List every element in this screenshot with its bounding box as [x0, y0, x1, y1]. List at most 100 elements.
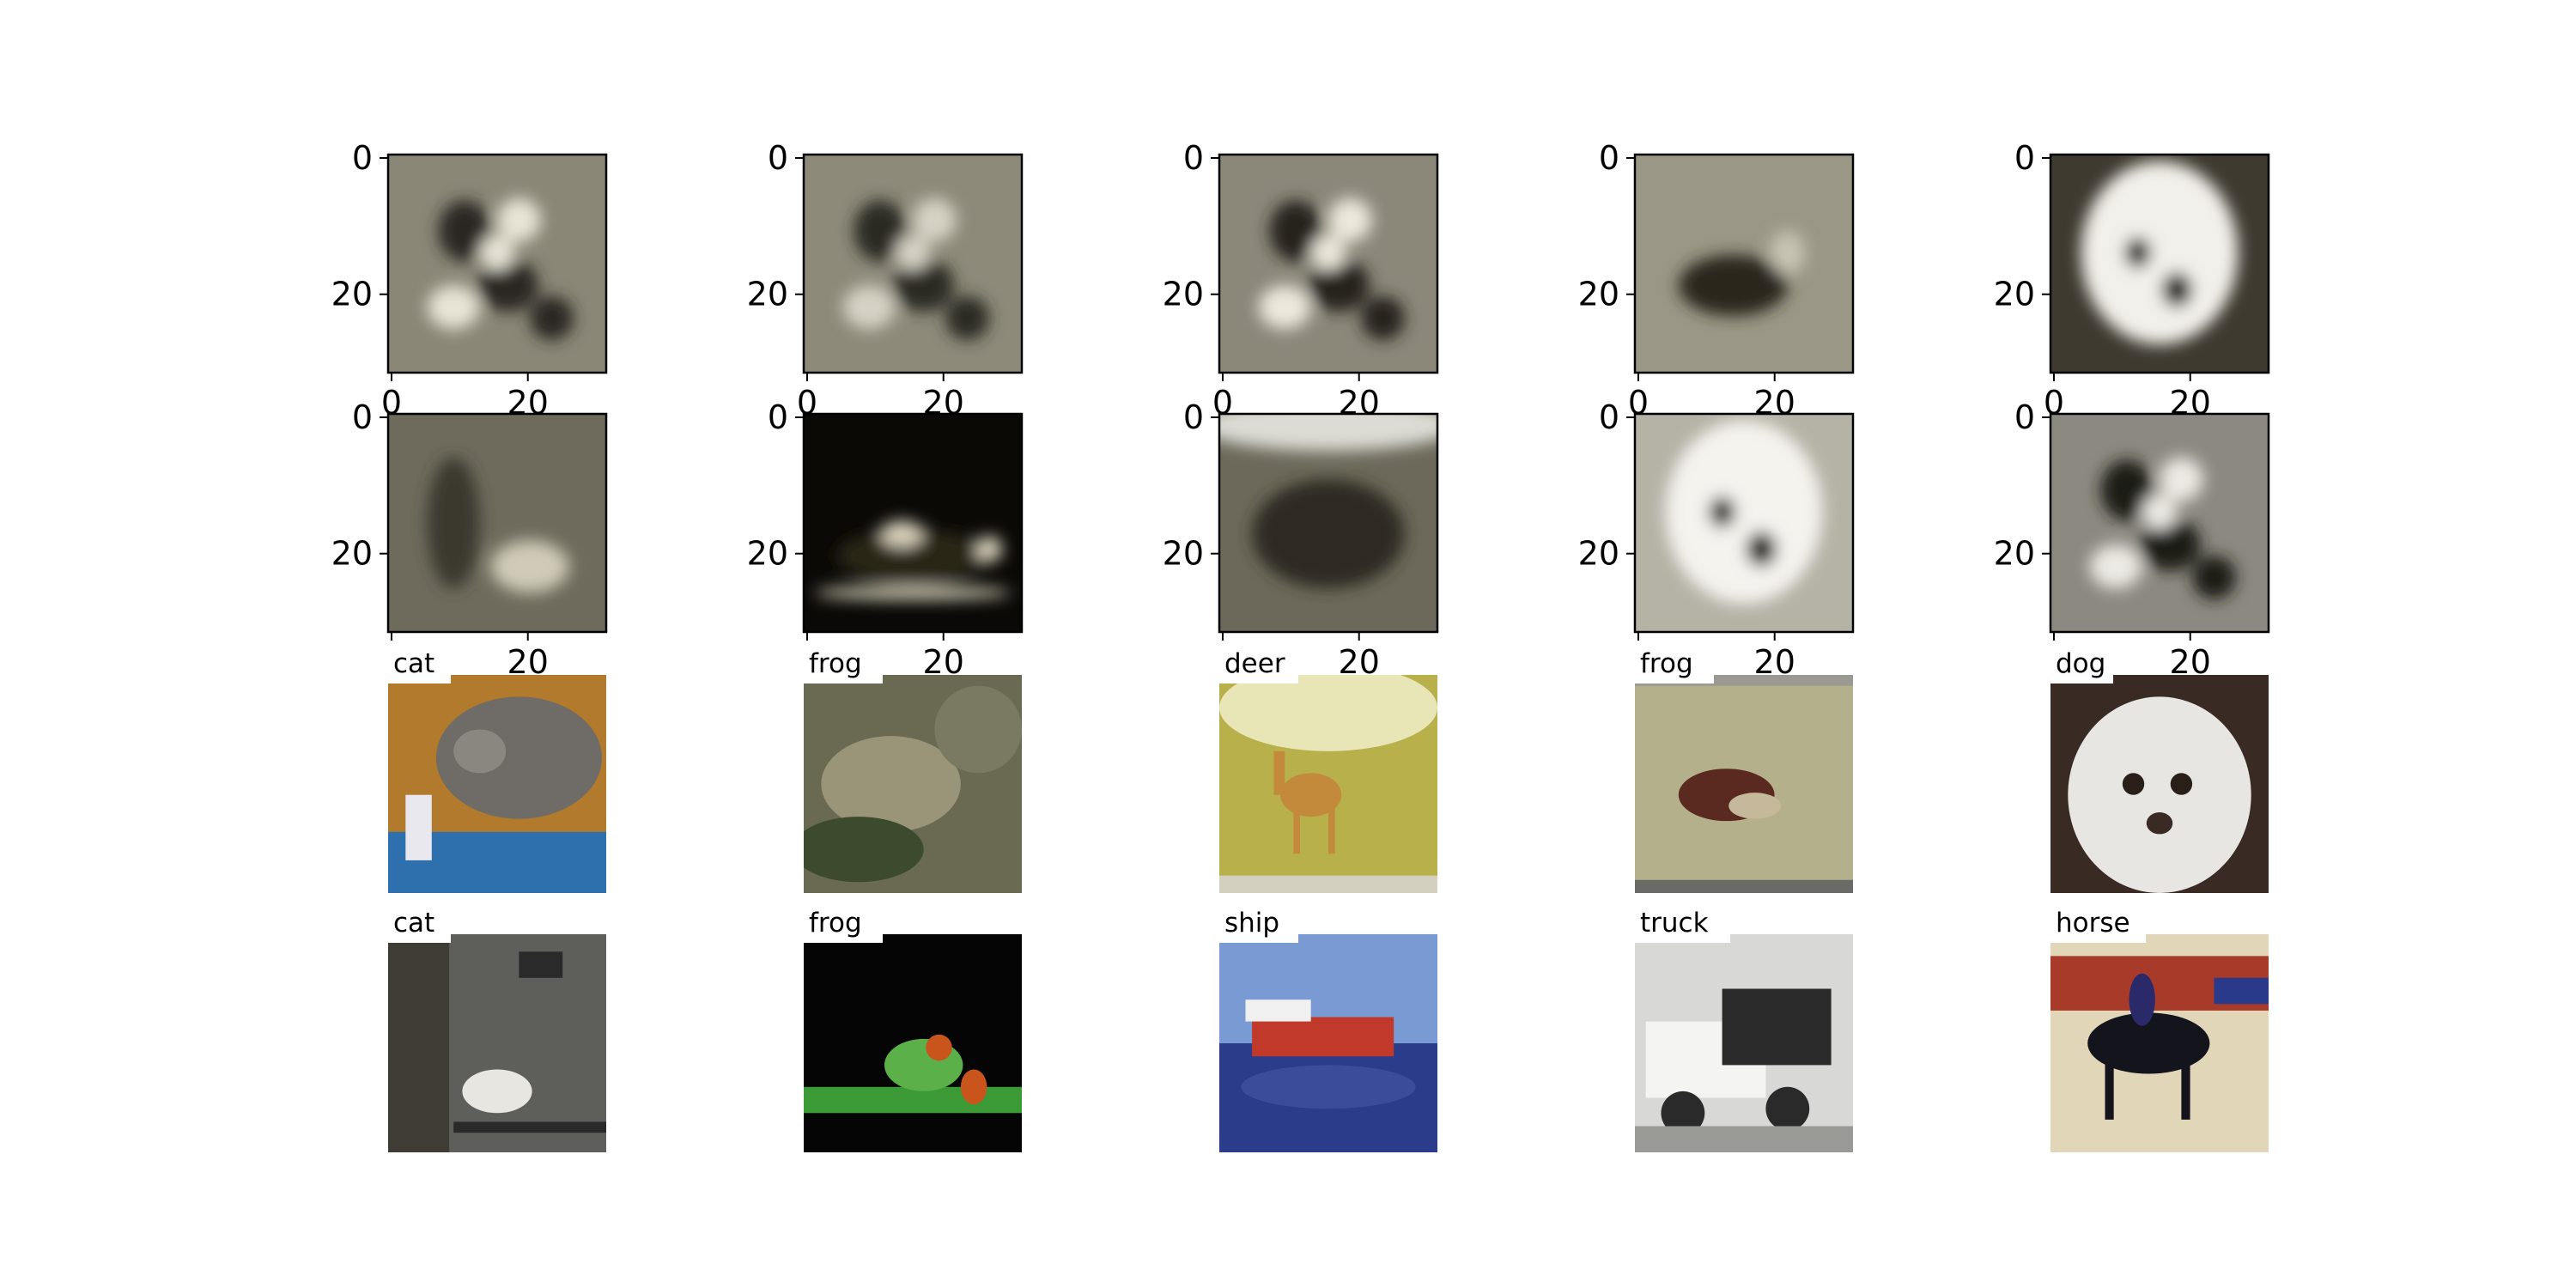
label-background: [797, 903, 883, 943]
dog-eye: [2122, 773, 2145, 795]
panel-frame: [2049, 153, 2270, 374]
y-tick-label: 0: [1599, 139, 1619, 177]
y-tick-label: 0: [2014, 398, 2035, 436]
recon-blob: [2160, 457, 2203, 501]
recon-blob: [2161, 272, 2193, 307]
recon-blur: [1678, 230, 1806, 316]
panel-frame: [2049, 412, 2270, 634]
x-tick-label: 20: [923, 643, 964, 681]
horse-body: [2087, 1012, 2210, 1074]
white-cloth: [405, 794, 432, 860]
recon-blob: [1328, 197, 1372, 242]
reconstruction-panel: [2050, 155, 2269, 373]
class-label: horse: [2056, 908, 2130, 939]
y-tick-label: 20: [1578, 276, 1619, 313]
x-tick-label: 20: [1754, 643, 1795, 681]
ship-reflection: [1241, 1065, 1416, 1109]
sample-image-panel: [388, 934, 606, 1152]
label-background: [2044, 644, 2113, 683]
panel-frame: [1633, 412, 1855, 634]
label-background: [2044, 903, 2146, 943]
label-background: [1212, 644, 1298, 683]
recon-blur: [2089, 457, 2236, 599]
class-label: frog: [1640, 648, 1693, 679]
recon-blob: [814, 586, 1012, 599]
recon-blob: [427, 457, 480, 589]
recon-blob: [1361, 296, 1405, 340]
recon-blob: [427, 285, 480, 330]
horse-leg: [2181, 1054, 2190, 1120]
reconstruction-panel: [1635, 414, 1853, 632]
label-background: [797, 644, 883, 683]
cat-body: [462, 1069, 532, 1114]
y-tick-label: 0: [352, 139, 373, 177]
recon-blur: [1665, 420, 1823, 604]
deer-leg: [1328, 805, 1335, 854]
reconstruction-panel: [804, 414, 1022, 632]
sample-image-panel: [1635, 934, 1853, 1152]
sample-image-panel: [1219, 934, 1437, 1152]
dog-fur: [2068, 696, 2251, 893]
recon-blob: [1269, 200, 1322, 262]
y-tick-label: 20: [1163, 535, 1204, 573]
recon-blur: [427, 457, 569, 593]
recon-blob: [2081, 161, 2239, 344]
label-background: [1628, 644, 1714, 683]
bottom-strip: [1219, 875, 1437, 893]
banner-blue: [2214, 977, 2269, 1005]
sign: [519, 951, 563, 978]
y-tick-label: 20: [1994, 535, 2035, 573]
y-tick-label: 0: [1183, 398, 1204, 436]
recon-blob: [842, 285, 896, 330]
recon-blob: [1219, 414, 1437, 452]
door-frame: [388, 934, 450, 1152]
bottom-strip: [1635, 879, 1853, 893]
y-tick-label: 20: [747, 276, 788, 313]
ground: [934, 685, 1022, 774]
panel-frame: [1633, 153, 1855, 374]
recon-blob: [893, 258, 955, 312]
recon-blob: [879, 520, 924, 547]
y-tick-label: 20: [331, 276, 373, 313]
sample-image-panel: [1219, 675, 1437, 893]
reconstruction-panel: [1635, 155, 1853, 373]
class-label: frog: [809, 648, 862, 679]
recon-blur: [2081, 161, 2239, 344]
grass: [804, 817, 924, 883]
recon-blob: [854, 200, 907, 262]
panel-frame: [386, 153, 608, 374]
recon-blob: [1665, 420, 1823, 604]
deer-body: [1280, 773, 1342, 817]
recon-blob: [497, 197, 541, 242]
y-tick-label: 20: [747, 535, 788, 573]
sample-image-panel: [388, 675, 606, 893]
green-leaf: [804, 1086, 1022, 1114]
ship-bridge: [1245, 999, 1311, 1022]
y-tick-label: 0: [768, 398, 788, 436]
ship-hull: [1252, 1017, 1394, 1057]
recon-blob: [975, 536, 1003, 562]
rider: [2129, 973, 2155, 1026]
recon-blob: [2124, 237, 2151, 269]
recon-blur: [1219, 414, 1437, 589]
bright-sky: [1219, 675, 1437, 751]
reconstruction-panel: [1219, 155, 1437, 373]
truck-bed: [1722, 988, 1832, 1066]
y-tick-label: 0: [1599, 398, 1619, 436]
label-background: [1628, 903, 1730, 943]
recon-blob: [2140, 518, 2202, 571]
x-tick-label: 20: [2170, 643, 2211, 681]
recon-blur: [1258, 197, 1405, 340]
horse-leg: [2105, 1054, 2114, 1120]
class-label: deer: [1224, 648, 1285, 679]
recon-blob: [1310, 234, 1346, 270]
class-label: dog: [2056, 648, 2105, 679]
recon-blur: [427, 197, 574, 340]
recon-blob: [2142, 494, 2178, 530]
reconstruction-panel: [388, 414, 606, 632]
recon-blob: [477, 258, 539, 312]
x-tick-label: 20: [507, 643, 549, 681]
reconstruction-panel: [388, 155, 606, 373]
y-tick-label: 0: [2014, 139, 2035, 177]
